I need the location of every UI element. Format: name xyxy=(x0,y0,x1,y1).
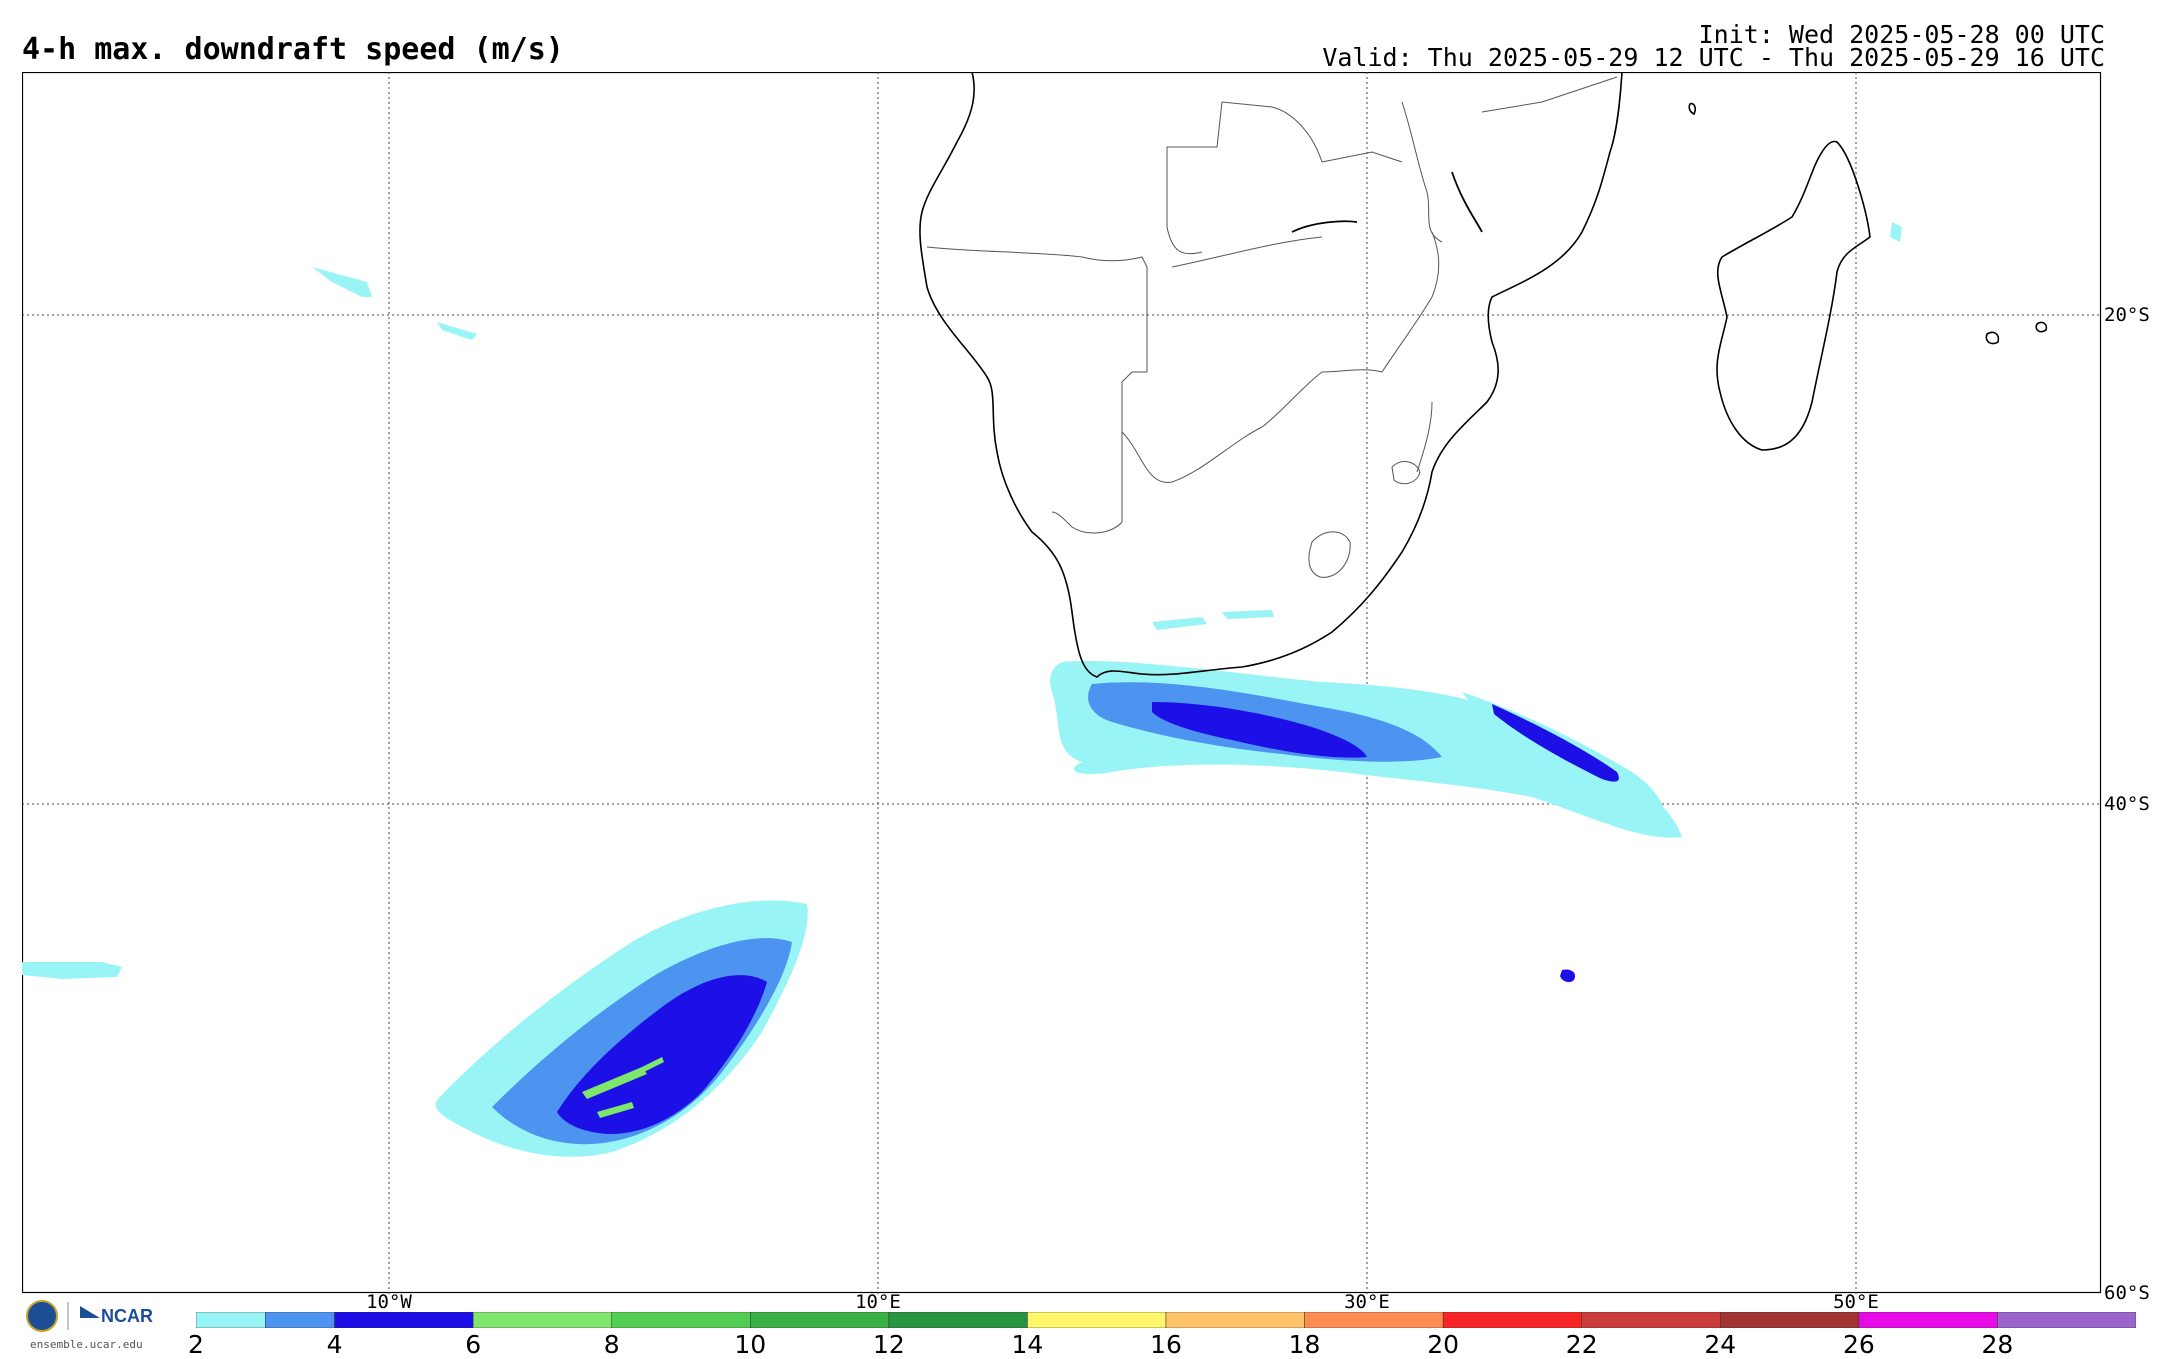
colorbar-tick-label: 10 xyxy=(734,1330,767,1359)
lat-label-20s: 20°S xyxy=(2104,304,2150,326)
isolated-cell xyxy=(1560,969,1576,983)
ncar-mark-icon xyxy=(80,1306,100,1318)
colorbar-tick-label: 18 xyxy=(1288,1330,1321,1359)
colorbar xyxy=(196,1312,2136,1328)
cell-west-edge xyxy=(22,962,122,979)
border-namibia-botswana xyxy=(1081,256,1148,522)
contour-6-8 xyxy=(582,1057,664,1118)
country-borders xyxy=(926,76,1618,578)
colorbar-bin-2-3 xyxy=(196,1312,266,1328)
colorbar-tick-label: 8 xyxy=(603,1330,620,1359)
colorbar-tick-label: 6 xyxy=(465,1330,482,1359)
mauritius xyxy=(1985,331,2000,345)
lon-label-30e: 30°E xyxy=(1344,1291,1390,1313)
border-tanzania-mozambique xyxy=(1481,76,1618,113)
colorbar-bin-16-18 xyxy=(1165,1312,1305,1328)
comoros xyxy=(1688,102,1697,116)
colorbar-tick-label: 28 xyxy=(1981,1330,2014,1359)
lat-label-60s: 60°S xyxy=(2104,1282,2150,1304)
band-contour-4-6 xyxy=(1152,702,1367,758)
africa-coast xyxy=(919,72,1623,678)
cell-madagascar xyxy=(1890,222,1902,242)
colorbar-bin-28-30 xyxy=(1997,1312,2136,1328)
colorbar-tick-label: 24 xyxy=(1704,1330,1737,1359)
cell-africa-south xyxy=(1152,610,1274,630)
madagascar-coast xyxy=(1716,140,1871,451)
init-time: Init: Wed 2025-05-28 00 UTC xyxy=(1698,20,2105,49)
downdraft-band-agulhas xyxy=(1050,661,1682,983)
map-title: 4-h max. downdraft speed (m/s) xyxy=(22,32,564,67)
lake-kariba xyxy=(1291,220,1358,233)
colorbar-tick-label: 16 xyxy=(1150,1330,1182,1359)
lon-label-50e: 50°E xyxy=(1833,1291,1879,1313)
colorbar-bin-14-16 xyxy=(1027,1312,1167,1328)
contour-4-6 xyxy=(557,975,767,1135)
nsf-seal-icon xyxy=(26,1300,58,1332)
border-angola-namibia xyxy=(926,246,1083,258)
colorbar-tick-label: 12 xyxy=(872,1330,905,1359)
downdraft-cell-atlantic xyxy=(435,900,808,1157)
colorbar-bin-26-28 xyxy=(1858,1312,1998,1328)
border-angola-zambia xyxy=(1166,147,1203,255)
border-zambia-malawi xyxy=(1321,151,1403,163)
valid-time: Valid: Thu 2025-05-29 12 UTC - Thu 2025-… xyxy=(1322,43,2105,72)
colorbar-bin-22-24 xyxy=(1581,1312,1721,1328)
lake-malawi xyxy=(1451,171,1483,233)
colorbar-bin-8-10 xyxy=(611,1312,751,1328)
colorbar-bin-3-4 xyxy=(265,1312,335,1328)
ncar-wordmark: NCAR xyxy=(101,1306,153,1326)
site-url: ensemble.ucar.edu xyxy=(30,1338,143,1351)
scattered-cells xyxy=(22,222,1902,979)
border-malawi xyxy=(1401,101,1443,243)
colorbar-bin-12-14 xyxy=(888,1312,1028,1328)
reunion xyxy=(2035,321,2048,333)
colorbar-tick-label: 20 xyxy=(1427,1330,1460,1359)
border-south-africa-mozambique xyxy=(1416,401,1433,473)
border-namibia-south-africa xyxy=(1051,511,1123,534)
cell-northwest-1 xyxy=(312,267,372,297)
border-zimbabwe-mozambique xyxy=(1381,231,1440,373)
map-panel xyxy=(22,72,2102,1294)
colorbar-bin-24-26 xyxy=(1720,1312,1860,1328)
graticule xyxy=(22,72,2102,1294)
lon-label-10e: 10°E xyxy=(855,1291,901,1313)
band2-contour-4-6 xyxy=(1492,704,1619,782)
cell-northwest-2 xyxy=(437,322,477,340)
colorbar-tick-label: 14 xyxy=(1011,1330,1044,1359)
colorbar-tick-label: 26 xyxy=(1842,1330,1875,1359)
border-lesotho xyxy=(1308,531,1351,578)
colorbar-bin-18-20 xyxy=(1304,1312,1444,1328)
colorbar-bin-4-6 xyxy=(334,1312,474,1328)
lat-label-40s: 40°S xyxy=(2104,793,2150,815)
colorbar-tick-label: 22 xyxy=(1565,1330,1598,1359)
coastlines xyxy=(919,72,2048,678)
colorbar-tick-label: 4 xyxy=(326,1330,343,1359)
colorbar-bin-10-12 xyxy=(750,1312,890,1328)
nsf-ncar-logo xyxy=(26,1300,100,1332)
border-zambia-north xyxy=(1167,101,1323,163)
colorbar-bin-6-8 xyxy=(472,1312,612,1328)
border-zambia-zimbabwe xyxy=(1171,236,1323,268)
colorbar-tick-label: 2 xyxy=(188,1330,204,1359)
border-botswana-zimbabwe xyxy=(1261,369,1383,428)
colorbar-bin-20-22 xyxy=(1442,1312,1582,1328)
border-botswana-south-africa xyxy=(1121,426,1263,483)
lon-label-10w: 10°W xyxy=(366,1291,412,1313)
border-eswatini xyxy=(1391,461,1421,485)
